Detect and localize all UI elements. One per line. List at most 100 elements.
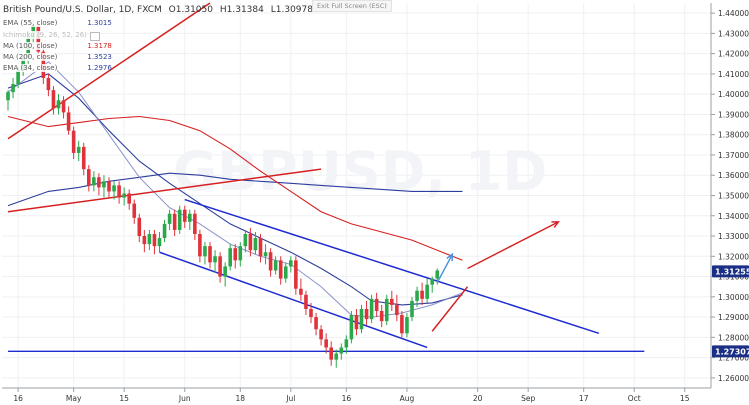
legend-ema34-value: 1.2976 [87,64,112,72]
candle-body [329,347,333,360]
candle-body [359,308,364,330]
time-tick-label: Oct [628,394,641,403]
open-value: 1.31050 [175,5,213,15]
candle-body [157,238,162,247]
price-tick-label: 1.26000 [718,374,749,383]
arrow-shaft [467,221,559,270]
candle-body [97,177,101,188]
candle-body [278,260,283,279]
candle-body [188,213,192,222]
price-tick-label: 1.34000 [718,212,749,221]
legend-ma200-name: MA (200, close) [3,53,58,61]
candle-body [102,181,106,188]
candle-body [81,146,86,170]
candle-body [112,185,116,192]
candle-body [349,315,354,340]
candle-body [410,300,414,318]
time-tick-label: 17 [579,394,589,403]
legend-ichimoku[interactable]: Ichimoku (9, 26, 52, 26) [3,31,87,39]
legend-ema34[interactable]: EMA (34, close) 1.2976 [3,64,112,72]
candle-body [203,246,207,257]
candle-body [71,130,76,153]
candle-body [16,69,20,85]
time-tick-label: 15 [119,394,129,403]
candle-body [213,256,217,263]
candle-body [6,92,10,101]
legend-settings-toggle[interactable] [90,32,100,41]
legend-ma100-name: MA (100, close) [3,42,58,50]
candle-body [137,217,142,237]
candle-body [339,347,344,354]
candle-body [66,112,71,131]
candle-body [405,317,409,334]
legend-ema55-value: 1.3015 [87,19,112,27]
time-tick-label: Jul [285,394,295,403]
candle-body [395,304,399,316]
candle-body [273,260,278,271]
price-badges: 1.31255 1.27307 [712,265,749,358]
candle-body [319,329,323,340]
chart-grid [2,3,711,388]
price-tick-label: 1.40000 [718,90,749,99]
trendline [7,2,211,140]
price-axis: 1.44000 1.43000 1.42000 1.41000 1.40000 1.390… [710,0,749,405]
arrow-head [551,221,560,228]
price-tick-label: 1.38000 [718,131,749,140]
arrow-shaft [436,253,454,283]
price-tick-label: 1.29000 [718,313,749,322]
candle-body [435,270,440,279]
price-tick-label: 1.42000 [718,50,749,59]
price-tick-label: 1.37000 [718,151,749,160]
open-label: O [168,5,176,15]
legend-ma100[interactable]: MA (100, close) 1.3178 [3,42,112,50]
candle-body [117,185,121,198]
candle-body [344,339,349,348]
trendlines [7,2,645,352]
candle-body [208,246,212,263]
candle-body [92,177,96,186]
candle-body [198,234,202,257]
high-value: 1.31384 [226,5,264,15]
candle-body [374,298,379,311]
candle-body [76,146,81,153]
candle-body [162,223,167,239]
price-badge-label: 1.31255 [715,267,749,276]
candle-body [324,339,328,348]
legend-ichimoku-name: Ichimoku (9, 26, 52, 26) [3,31,87,39]
watermark: GBPUSD, 1D [173,140,547,203]
price-tick-label: 1.28000 [718,333,749,342]
candle-body [56,100,61,109]
price-tick-label: 1.35000 [718,192,749,201]
candle-body [127,193,131,204]
candle-body [61,100,66,113]
price-tick-label: 1.32000 [718,252,749,261]
candle-body [51,90,56,109]
symbol-title: British Pound/U.S. Dollar, 1D, FXCM [3,5,162,15]
candle-body [167,213,172,224]
candle-body [233,248,238,261]
time-tick-label: 16 [342,394,352,403]
candle-body [384,298,389,322]
trendline [184,198,600,335]
time-tick-label: Jun [178,394,191,403]
price-tick-label: 1.41000 [718,70,749,79]
time-axis: 16 May 15 Jun 18 Jul 16 Aug 20 Sep 17 Oct 15 [2,387,711,403]
exit-fullscreen-button[interactable]: Exit Full Screen (ESC) [312,0,392,12]
candle-body [354,315,359,330]
time-tick-label: 18 [236,394,246,403]
legend-ma200-value: 1.3523 [87,53,112,61]
candle-body [107,181,111,192]
candle-body [334,353,339,360]
legend-ema55[interactable]: EMA (55, close) 1.3015 [3,19,112,27]
price-tick-label: 1.44000 [718,9,749,18]
legend-ma200[interactable]: MA (200, close) 1.3523 [3,53,112,61]
price-tick-label: 1.36000 [718,171,749,180]
price-badge [712,265,749,278]
trendline [7,168,322,213]
candle-body [379,311,384,322]
high-label: H [219,5,227,15]
candle-body [193,213,197,234]
price-badge-label: 1.27307 [715,347,749,356]
